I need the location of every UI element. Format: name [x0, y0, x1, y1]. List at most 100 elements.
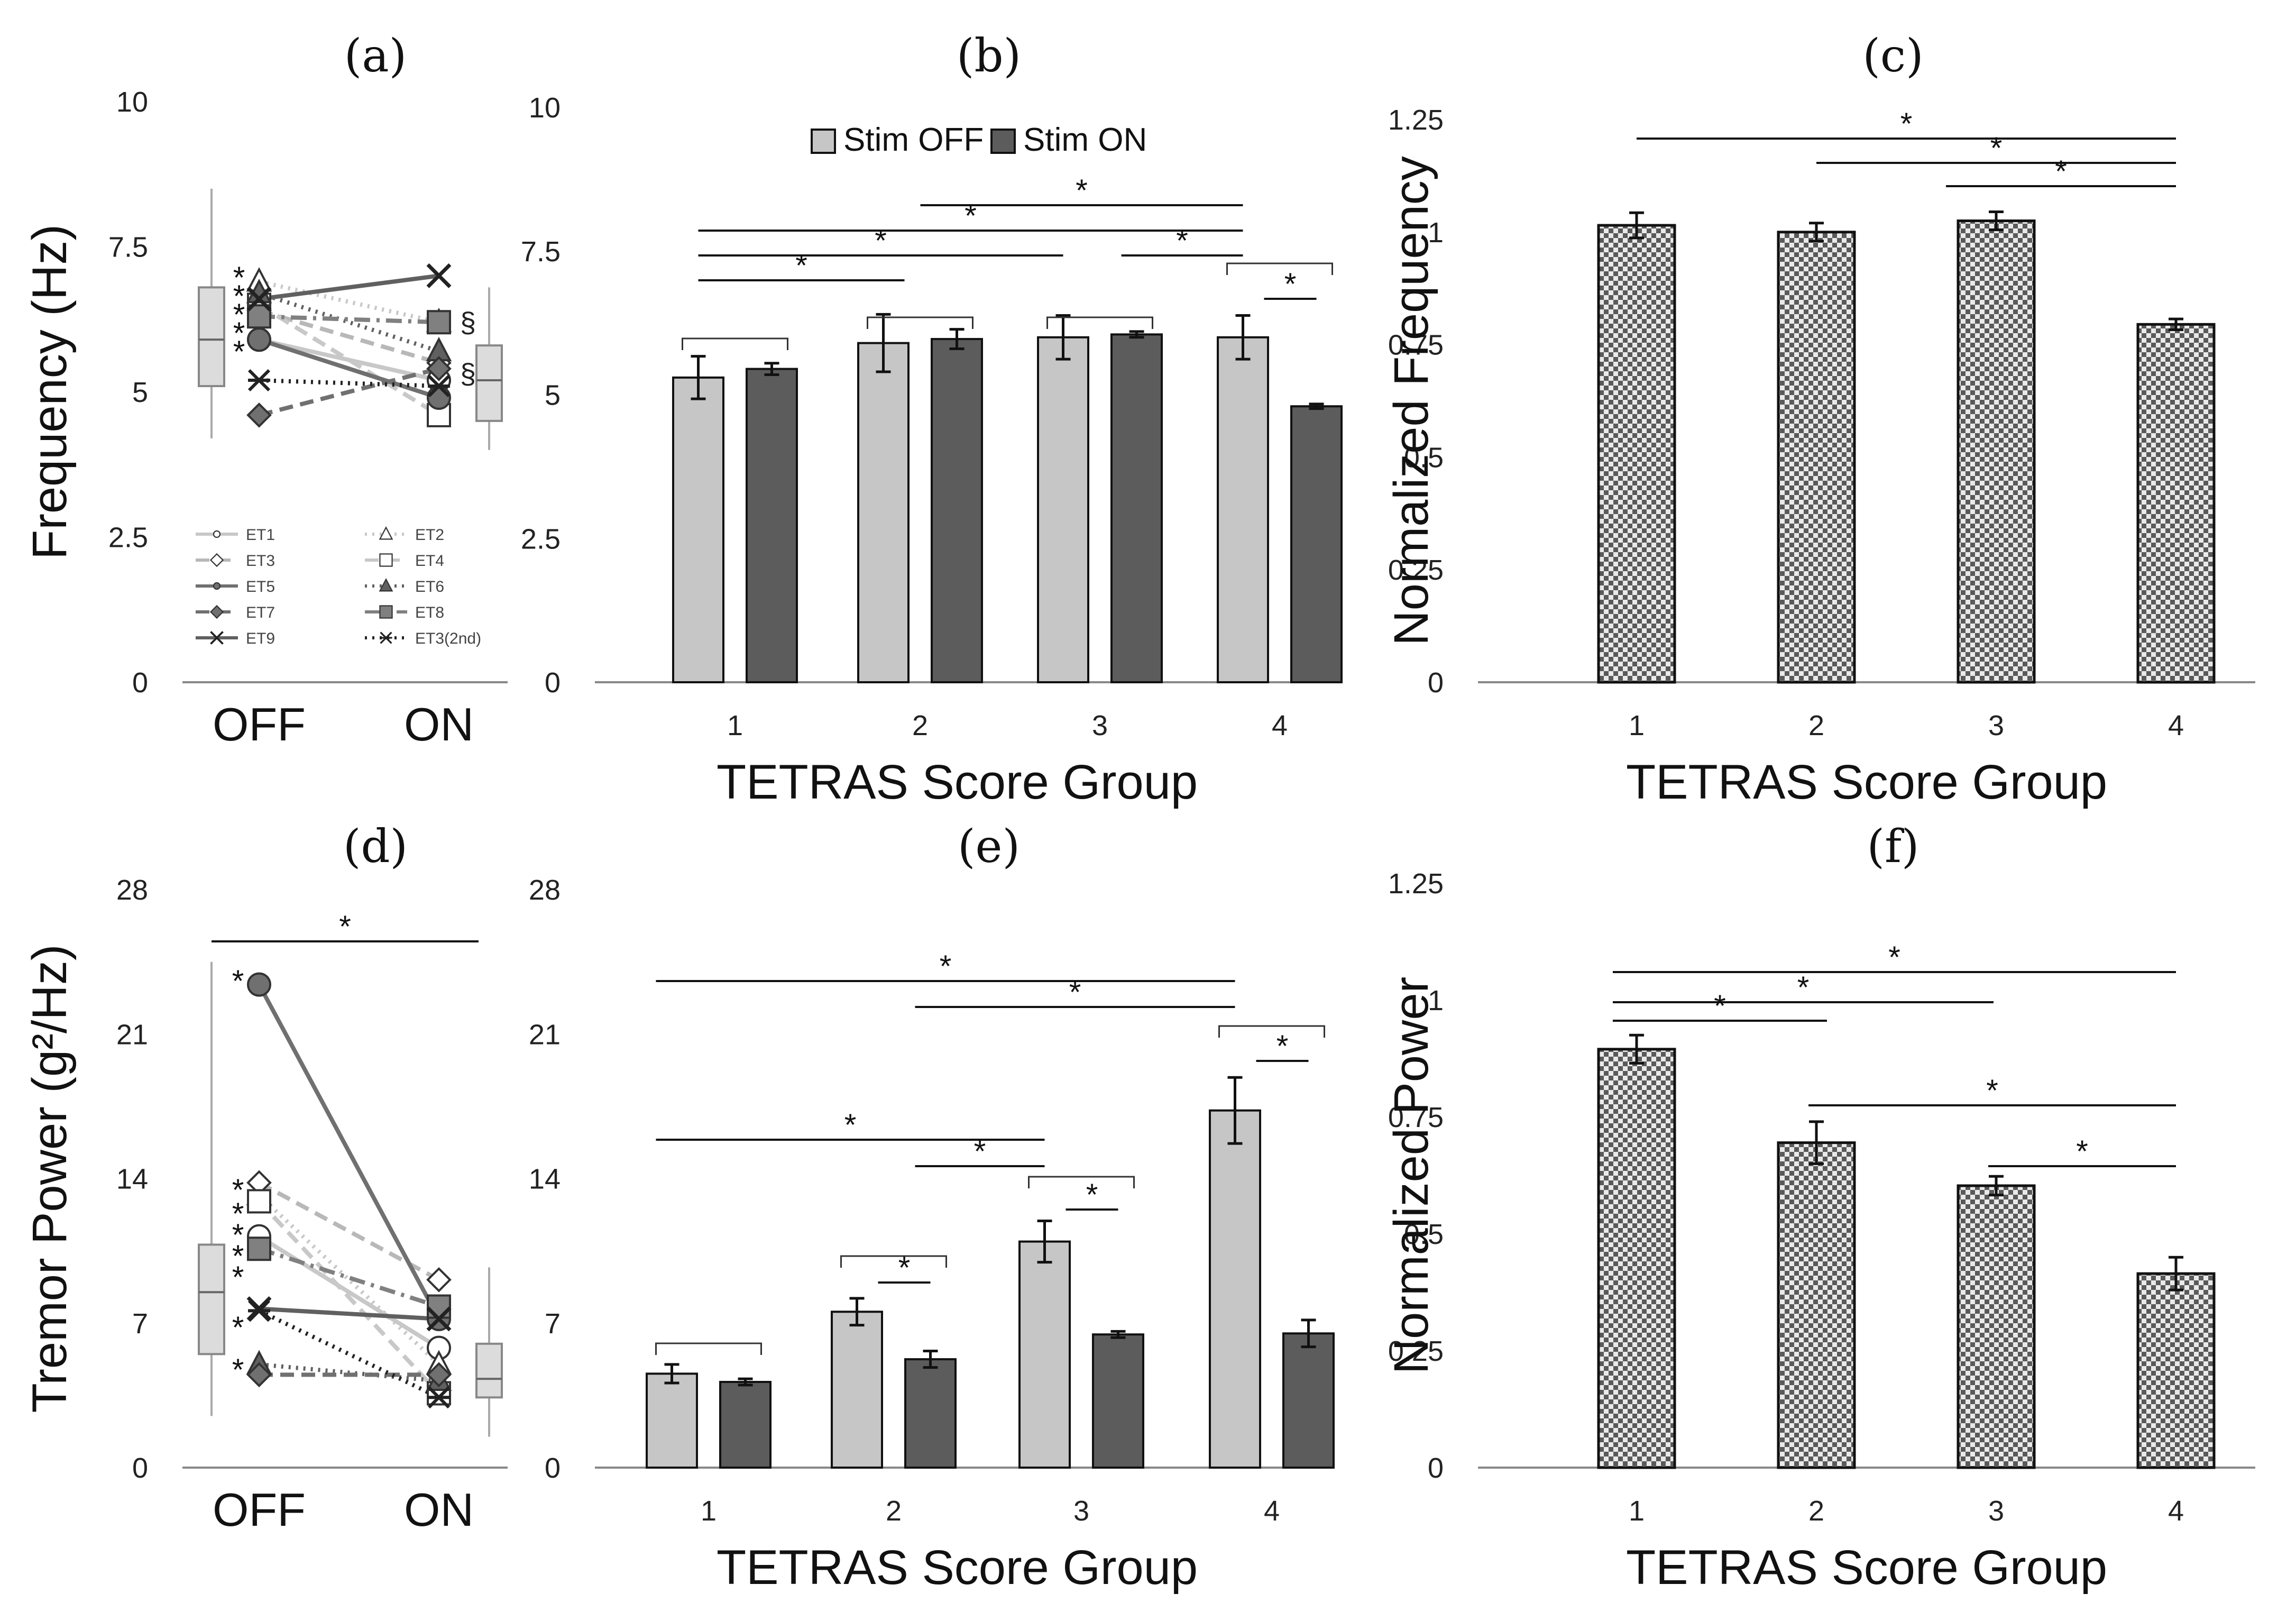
significance-star: * — [232, 1218, 244, 1252]
significance-star: * — [1086, 1178, 1098, 1212]
y-tick-label: 1 — [1428, 985, 1444, 1016]
x-tick-label: 2 — [912, 710, 928, 741]
bar-normalized — [1957, 1184, 2036, 1469]
x-tick-label: 3 — [1073, 1495, 1089, 1527]
bar-stim-off — [1018, 1240, 1071, 1469]
boxplot-box — [198, 286, 225, 388]
y-tick-label: 2.5 — [521, 523, 561, 555]
x-category-label: OFF — [213, 1483, 306, 1536]
significance-star: * — [233, 279, 245, 314]
bar-normalized — [1777, 231, 1856, 684]
significance-star: * — [2055, 154, 2067, 189]
legend-label-stim-off: Stim OFF — [843, 122, 984, 158]
series-line-et2 — [259, 279, 439, 325]
group-bracket — [1046, 316, 1153, 329]
significance-star: * — [232, 1311, 244, 1345]
legend-label: ET9 — [246, 630, 275, 647]
y-tick-label: 21 — [116, 1019, 148, 1050]
legend-marker — [209, 604, 224, 619]
legend-label: ET8 — [415, 604, 444, 621]
series-line-et2 — [258, 1193, 440, 1366]
significance-star: * — [1076, 173, 1088, 208]
group-bracket — [655, 1342, 762, 1355]
x-tick-label: 4 — [2168, 1495, 2184, 1527]
bar-stim-off — [1037, 336, 1089, 683]
significance-star: * — [1069, 975, 1081, 1010]
bar-stim-off — [831, 1311, 883, 1469]
x-tick-label: 3 — [1092, 710, 1108, 741]
boxplot-box — [475, 344, 503, 422]
series-line-et1 — [259, 337, 439, 382]
significance-star: * — [233, 261, 245, 295]
significance-star: * — [1888, 940, 1900, 975]
y-tick-label: 0.25 — [1388, 1335, 1444, 1367]
y-tick-label: 14 — [116, 1164, 148, 1195]
y-tick-label: 28 — [116, 874, 148, 906]
legend-marker — [213, 530, 221, 538]
y-tick-label: 0.5 — [1404, 442, 1444, 473]
legend-marker — [210, 631, 224, 645]
bar-stim-on — [1282, 1332, 1335, 1469]
legend-label: ET1 — [246, 526, 275, 544]
bar-stim-on — [719, 1381, 772, 1469]
series-line-et5 — [258, 337, 440, 400]
y-tick-label: 10 — [529, 92, 561, 124]
significance-star: * — [339, 910, 351, 944]
marker-triangle — [379, 578, 393, 592]
marker-square — [247, 1237, 271, 1261]
bar-stim-on — [1110, 333, 1163, 683]
group-bracket — [867, 316, 973, 329]
significance-star: * — [974, 1134, 986, 1169]
x-axis-title: TETRAS Score Group — [1626, 755, 2107, 809]
significance-star: * — [233, 335, 245, 369]
x-tick-label: 3 — [1988, 1495, 2004, 1527]
bar-stim-on — [1092, 1333, 1144, 1469]
legend-swatch-stim-off — [811, 129, 836, 154]
y-axis-title: Frequency (Hz) — [23, 224, 77, 560]
bar-stim-off — [646, 1372, 698, 1469]
marker-diamond — [426, 356, 452, 381]
y-tick-label: 7.5 — [521, 236, 561, 268]
y-axis-title: Tremor Power (g²/Hz) — [23, 945, 77, 1413]
bar-stim-off — [1217, 336, 1269, 683]
series-line-et7 — [258, 367, 440, 417]
marker-diamond — [246, 402, 272, 428]
y-tick-label: 10 — [116, 86, 148, 118]
significance-star: * — [232, 1173, 244, 1207]
legend-marker — [209, 553, 224, 567]
significance-star: * — [1176, 224, 1188, 258]
legend-marker — [380, 631, 392, 644]
legend-label: ET3 — [246, 552, 275, 570]
y-tick-label: 0 — [545, 1452, 561, 1484]
y-tick-label: 1.25 — [1388, 868, 1444, 900]
group-bracket — [1226, 262, 1333, 275]
y-tick-label: 1 — [1428, 217, 1444, 249]
chart-c: (c) 0 0.25 0.5 0.75 1 1.25 Normalized Frequency… — [1384, 30, 2255, 809]
marker-circle — [427, 385, 451, 410]
y-tick-label: 0 — [132, 667, 148, 699]
legend-marker — [379, 578, 393, 592]
y-tick-label: 0.75 — [1388, 1102, 1444, 1133]
significance-star: * — [1276, 1029, 1289, 1064]
legend-label: ET5 — [246, 578, 275, 596]
x-tick-label: 4 — [1264, 1495, 1280, 1527]
y-tick-label: 14 — [529, 1164, 561, 1195]
marker-diamond — [426, 1267, 452, 1293]
bar-stim-on — [1290, 405, 1343, 683]
series-line-et3 — [258, 308, 440, 365]
significance-star: * — [1714, 989, 1726, 1023]
bar-stim-off — [672, 376, 724, 683]
chart-b: (b) 0 2.5 5 7.5 10 TETRAS Score Group 1 2 3 4 * * * * *… — [521, 30, 1343, 809]
marker-diamond — [209, 553, 224, 567]
significance-star: * — [232, 1353, 244, 1387]
y-tick-label: 0 — [545, 667, 561, 699]
x-axis-title: TETRAS Score Group — [717, 1541, 1198, 1595]
legend-label-stim-on: Stim ON — [1023, 122, 1147, 158]
bar-stim-off — [857, 342, 910, 683]
significance-star: * — [232, 1197, 244, 1231]
bar-stim-off — [1209, 1109, 1261, 1469]
x-tick-label: 4 — [1272, 710, 1288, 741]
series-line-et3(2nd) — [258, 1308, 440, 1399]
